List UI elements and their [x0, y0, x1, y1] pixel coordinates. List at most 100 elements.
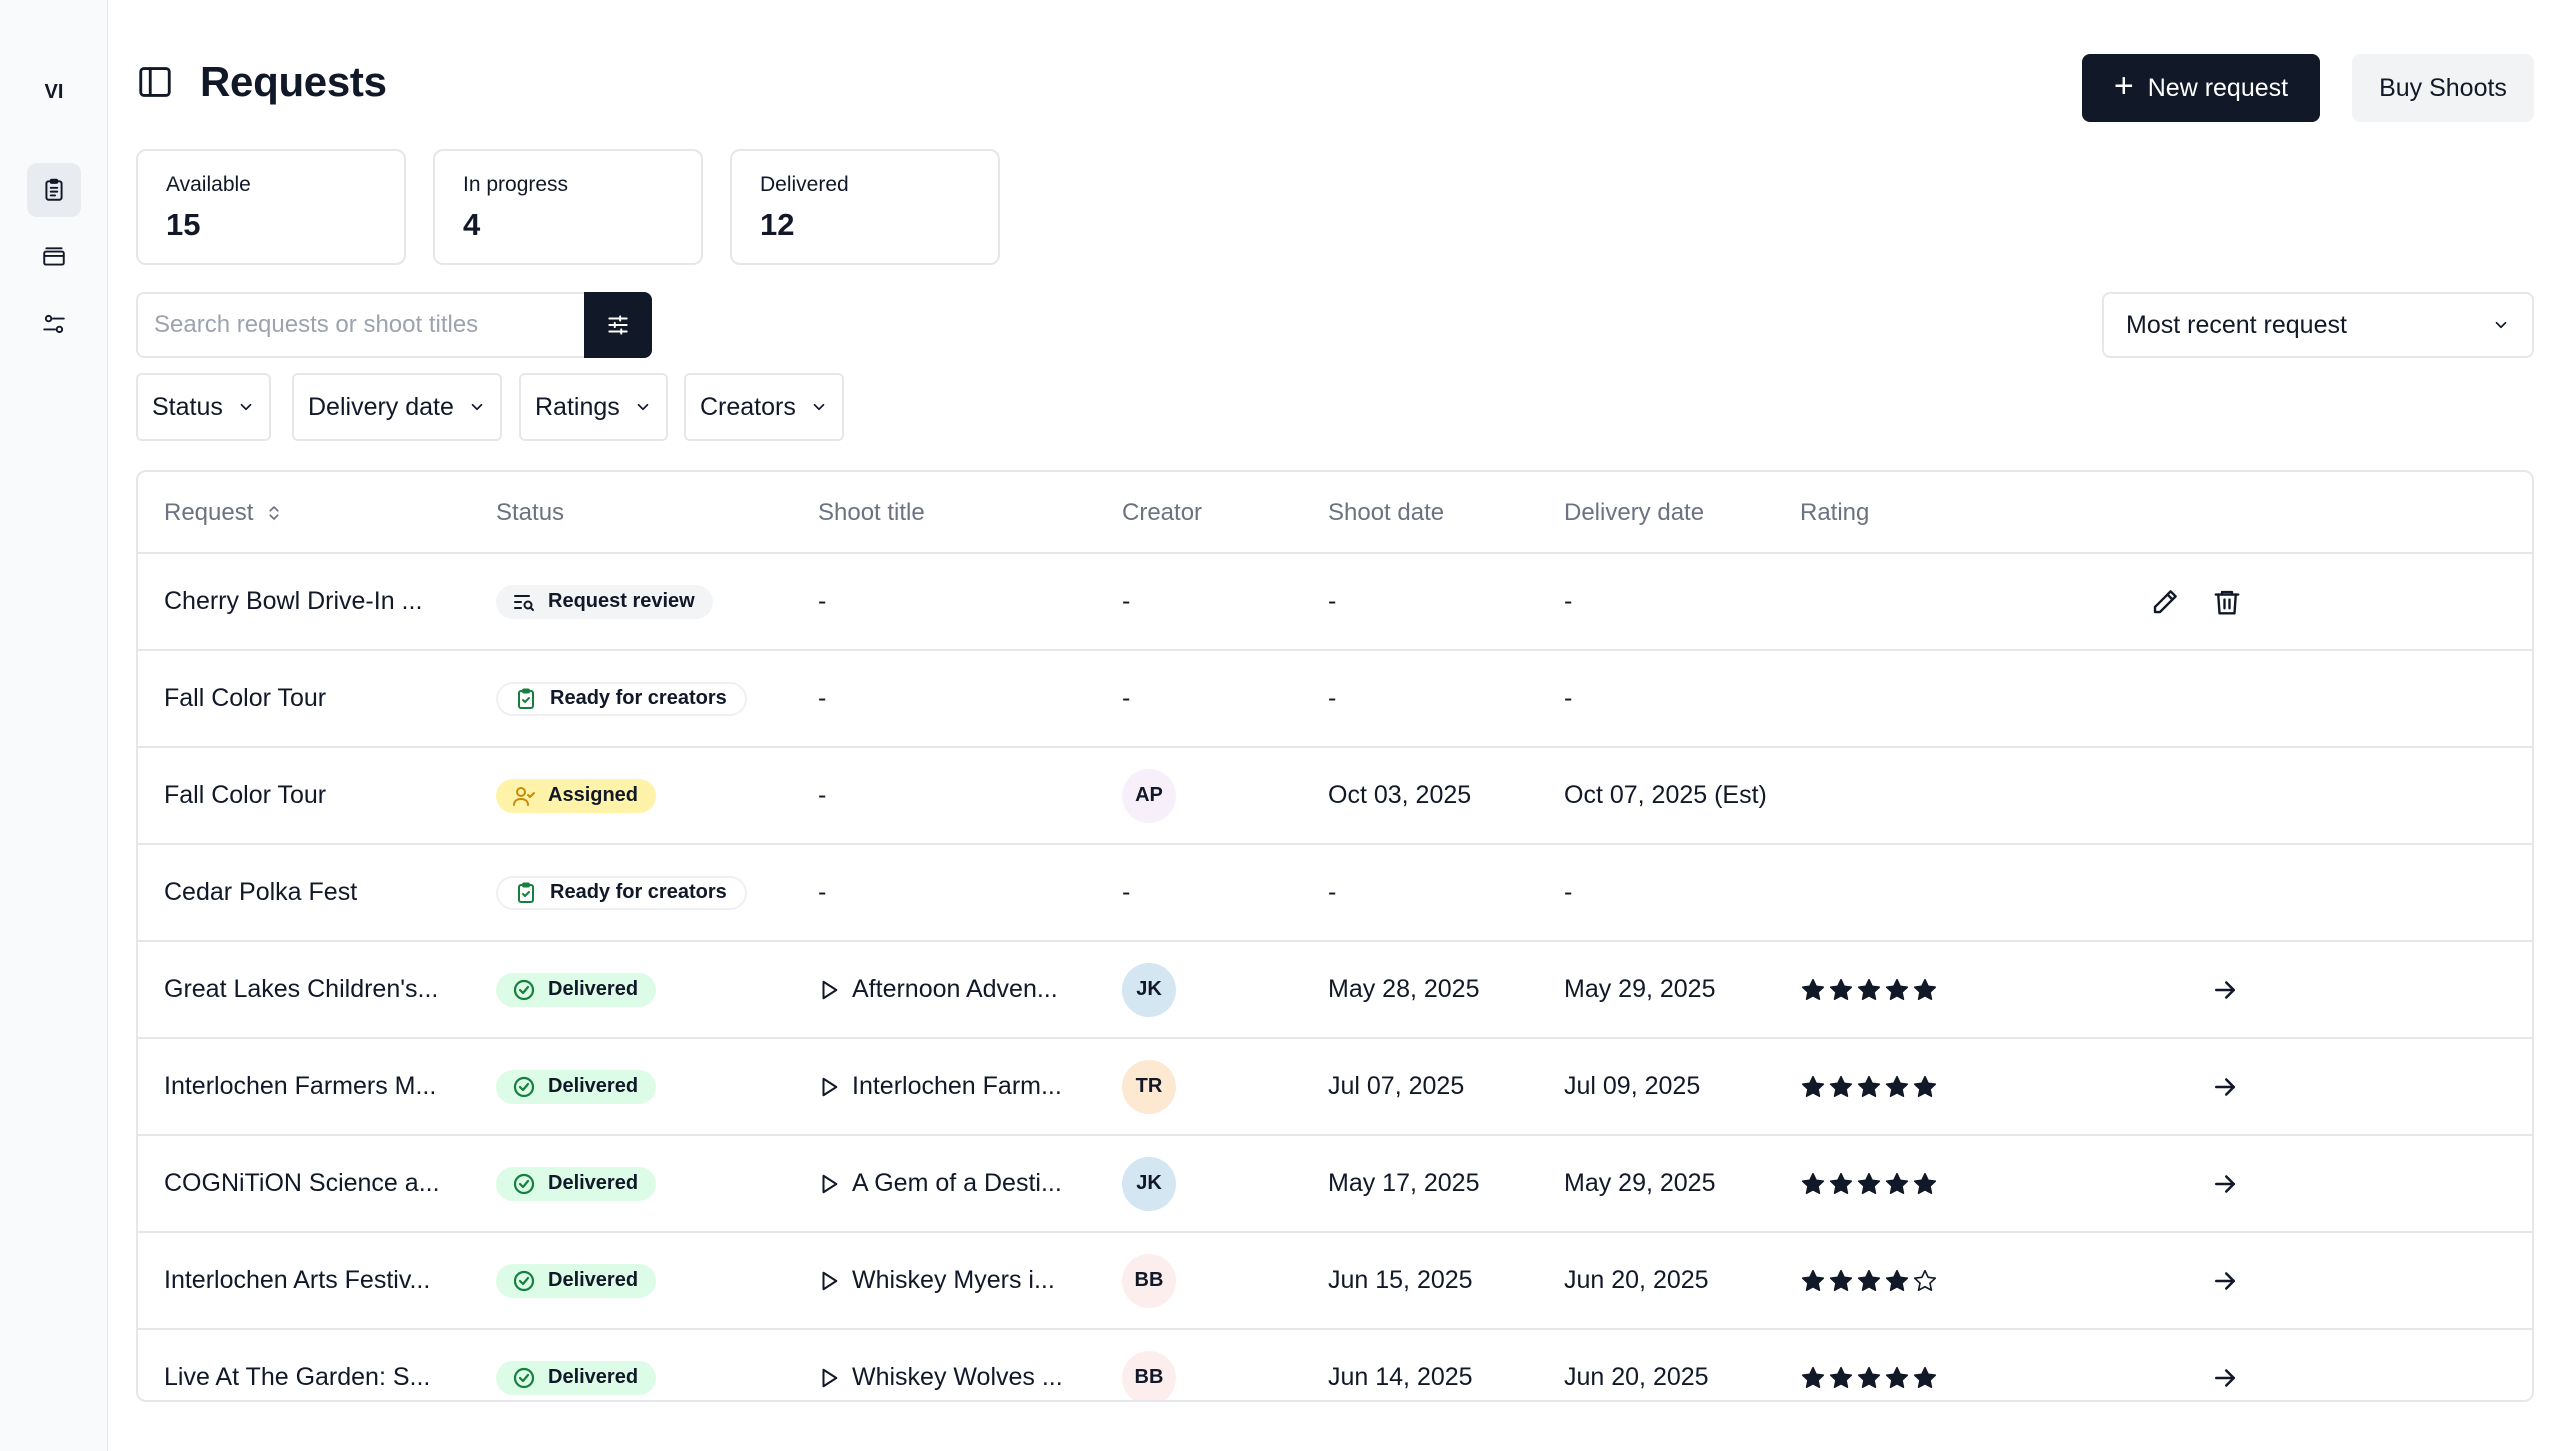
- status-cell: Ready for creators: [496, 651, 747, 746]
- stat-card-delivered: Delivered 12: [730, 149, 1000, 265]
- shoot-title[interactable]: Whiskey Myers i...: [818, 1233, 1055, 1328]
- status-cell: Ready for creators: [496, 845, 747, 940]
- settings-nav-button[interactable]: [27, 297, 81, 351]
- shoot-title[interactable]: A Gem of a Desti...: [818, 1136, 1062, 1231]
- creator-avatar[interactable]: AP: [1122, 768, 1176, 823]
- star-filled-icon: [1829, 1075, 1853, 1097]
- shoot-title-text: Afternoon Adven...: [852, 975, 1058, 1003]
- shoot-title-text: -: [818, 684, 827, 712]
- request-name: Fall Color Tour: [164, 781, 327, 809]
- play-icon: [822, 1271, 838, 1290]
- table-row[interactable]: Great Lakes Children's... Delivered Afte…: [138, 942, 2532, 1039]
- status-label: Delivered: [548, 1172, 639, 1194]
- status-badge: Delivered: [496, 1263, 657, 1298]
- table-row[interactable]: Interlochen Arts Festiv... Delivered Whi…: [138, 1233, 2532, 1330]
- creator-avatar[interactable]: BB: [1122, 1253, 1176, 1308]
- page-header: Requests: [136, 54, 387, 110]
- user-check-icon: [513, 786, 535, 806]
- delivery-date-filter[interactable]: Delivery date: [292, 373, 502, 441]
- creator-avatar[interactable]: BB: [1122, 1350, 1176, 1400]
- check-circle-icon: [513, 979, 535, 1000]
- star-filled-icon: [1913, 978, 1937, 1000]
- table-row[interactable]: Live At The Garden: S... Delivered Whisk…: [138, 1330, 2532, 1400]
- delivery-date: -: [1564, 587, 1573, 615]
- new-request-button[interactable]: + New request: [2082, 54, 2320, 122]
- status-filter[interactable]: Status: [136, 373, 271, 441]
- status-icon: [512, 1366, 536, 1390]
- arrow-right-icon[interactable]: [2210, 1072, 2240, 1102]
- status-badge: Ready for creators: [496, 681, 747, 716]
- table-row[interactable]: Fall Color Tour Assigned - AP Oct 03, 20…: [138, 748, 2532, 845]
- new-request-label: New request: [2147, 73, 2289, 102]
- star-filled-icon: [1801, 1366, 1825, 1388]
- sidebar-toggle-icon[interactable]: [136, 63, 174, 101]
- stat-card-in-progress: In progress 4: [433, 149, 703, 265]
- request-name: Fall Color Tour: [164, 684, 327, 712]
- status-label: Assigned: [548, 784, 639, 806]
- check-circle-icon: [513, 1270, 535, 1291]
- creator-avatar[interactable]: TR: [1122, 1059, 1176, 1114]
- shoot-date: -: [1328, 878, 1337, 906]
- column-header-request[interactable]: Request: [164, 472, 283, 554]
- shoot-date: Jul 07, 2025: [1328, 1072, 1465, 1100]
- creators-filter[interactable]: Creators: [684, 373, 844, 441]
- sort-selected-value: Most recent request: [2126, 310, 2347, 339]
- row-actions: [2210, 1136, 2240, 1231]
- status-label: Delivered: [548, 978, 639, 1000]
- gallery-icon: [43, 247, 65, 266]
- filter-options-button[interactable]: [584, 292, 652, 358]
- stat-label: In progress: [463, 173, 569, 196]
- row-actions: [2210, 942, 2240, 1037]
- status-icon: [512, 590, 536, 614]
- shoot-title-text: -: [818, 878, 827, 906]
- shoot-title-text: A Gem of a Desti...: [852, 1169, 1062, 1197]
- chevron-down-icon: [813, 403, 825, 411]
- trash-icon[interactable]: [2212, 587, 2242, 617]
- arrow-right-icon[interactable]: [2210, 1266, 2240, 1296]
- star-filled-icon: [1829, 1172, 1853, 1194]
- creator-avatar[interactable]: JK: [1122, 1156, 1176, 1211]
- shoot-title[interactable]: Afternoon Adven...: [818, 942, 1058, 1037]
- gallery-nav-button[interactable]: [27, 230, 81, 284]
- table-row[interactable]: Cherry Bowl Drive-In ... Request review …: [138, 554, 2532, 651]
- buy-shoots-button[interactable]: Buy Shoots: [2352, 54, 2534, 122]
- chevron-down-icon: [637, 403, 649, 411]
- arrow-right-icon[interactable]: [2210, 975, 2240, 1005]
- sort-toggle-icon: [269, 506, 279, 520]
- table-row[interactable]: COGNiTiON Science a... Delivered A Gem o…: [138, 1136, 2532, 1233]
- search-input[interactable]: [154, 311, 584, 339]
- column-header-status: Status: [496, 499, 565, 526]
- table-row[interactable]: Cedar Polka Fest Ready for creators - - …: [138, 845, 2532, 942]
- shoot-date: May 17, 2025: [1328, 1169, 1480, 1197]
- user-avatar[interactable]: VI: [44, 80, 64, 103]
- arrow-right-icon[interactable]: [2210, 1169, 2240, 1199]
- table-row[interactable]: Fall Color Tour Ready for creators - - -…: [138, 651, 2532, 748]
- shoot-title: -: [818, 651, 826, 746]
- clipboard-list-icon: [45, 178, 63, 201]
- chevron-down-icon: [2495, 321, 2507, 329]
- arrow-right-icon[interactable]: [2210, 1363, 2240, 1393]
- table-row[interactable]: Interlochen Farmers M... Delivered Inter…: [138, 1039, 2532, 1136]
- requests-nav-button[interactable]: [27, 163, 81, 217]
- sort-dropdown[interactable]: Most recent request: [2102, 292, 2534, 358]
- creator-cell: -: [1122, 684, 1131, 712]
- row-actions: [2210, 1233, 2240, 1328]
- stat-label: Delivered: [760, 173, 849, 196]
- request-name: Cedar Polka Fest: [164, 878, 358, 906]
- pencil-icon[interactable]: [2150, 587, 2180, 617]
- clipboard-check-icon: [518, 688, 534, 709]
- shoot-title[interactable]: Whiskey Wolves ...: [818, 1330, 1063, 1400]
- delivery-date: Jul 09, 2025: [1564, 1072, 1701, 1100]
- creator-avatar[interactable]: JK: [1122, 962, 1176, 1017]
- shoot-title[interactable]: Interlochen Farm...: [818, 1039, 1062, 1134]
- sidebar: VI: [0, 0, 108, 1451]
- status-label: Delivered: [548, 1366, 639, 1388]
- filter-label: Delivery date: [308, 392, 454, 421]
- ratings-filter[interactable]: Ratings: [519, 373, 668, 441]
- creator-cell: JK: [1122, 1136, 1176, 1231]
- status-cell: Assigned: [496, 748, 657, 843]
- star-filled-icon: [1857, 1366, 1881, 1388]
- star-filled-icon: [1857, 1269, 1881, 1291]
- stat-value: 12: [760, 207, 795, 242]
- chevron-down-icon: [471, 403, 483, 411]
